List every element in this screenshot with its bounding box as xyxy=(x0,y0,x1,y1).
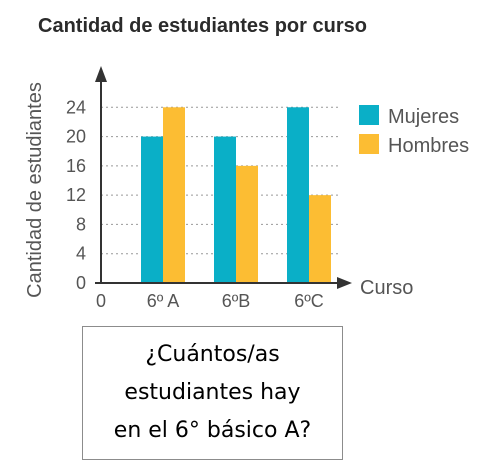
origin-label: 0 xyxy=(96,291,106,311)
chart-title: Cantidad de estudiantes por curso xyxy=(38,15,367,37)
y-tick-label: 20 xyxy=(66,127,86,147)
bar-hombres-0 xyxy=(163,107,185,284)
bar-chart: Cantidad de estudiantes por curso 0 4 8 12 1… xyxy=(24,15,469,311)
bar-mujeres-1 xyxy=(214,136,236,283)
y-tick-label: 24 xyxy=(66,97,86,117)
y-tick-labels: 0 4 8 12 16 20 24 xyxy=(66,97,86,293)
question-box: ¿Cuántos/as estudiantes hay en el 6° bás… xyxy=(82,326,343,460)
legend-label-mujeres: Mujeres xyxy=(388,106,459,128)
x-axis-label: Curso xyxy=(360,277,413,299)
y-axis-arrow xyxy=(95,66,107,82)
y-tick-label: 8 xyxy=(76,214,86,234)
question-line-2: estudiantes hay xyxy=(124,380,301,405)
bars-group xyxy=(141,107,331,284)
bar-mujeres-0 xyxy=(141,136,163,283)
question-text: ¿Cuántos/as estudiantes hay en el 6° bás… xyxy=(114,336,311,450)
bar-hombres-2 xyxy=(309,195,331,283)
question-line-1: ¿Cuántos/as xyxy=(145,342,280,367)
x-tick-labels: 6º A 6ºB 6ºC xyxy=(147,291,324,311)
bar-hombres-1 xyxy=(236,165,258,283)
legend-label-hombres: Hombres xyxy=(388,135,469,157)
legend: Mujeres Hombres xyxy=(359,105,469,157)
y-tick-label: 16 xyxy=(66,156,86,176)
legend-swatch-hombres xyxy=(359,134,379,154)
y-tick-label: 12 xyxy=(66,185,86,205)
x-tick-label: 6ºC xyxy=(294,291,324,311)
y-tick-label: 0 xyxy=(76,273,86,293)
x-tick-label: 6ºB xyxy=(222,291,251,311)
x-tick-label: 6º A xyxy=(147,291,180,311)
y-axis-label: Cantidad de estudiantes xyxy=(24,82,46,298)
legend-swatch-mujeres xyxy=(359,105,379,125)
bar-mujeres-2 xyxy=(287,107,309,284)
y-tick-label: 4 xyxy=(76,244,86,264)
question-line-3: en el 6° básico A? xyxy=(113,418,312,443)
x-axis-arrow xyxy=(337,277,352,289)
